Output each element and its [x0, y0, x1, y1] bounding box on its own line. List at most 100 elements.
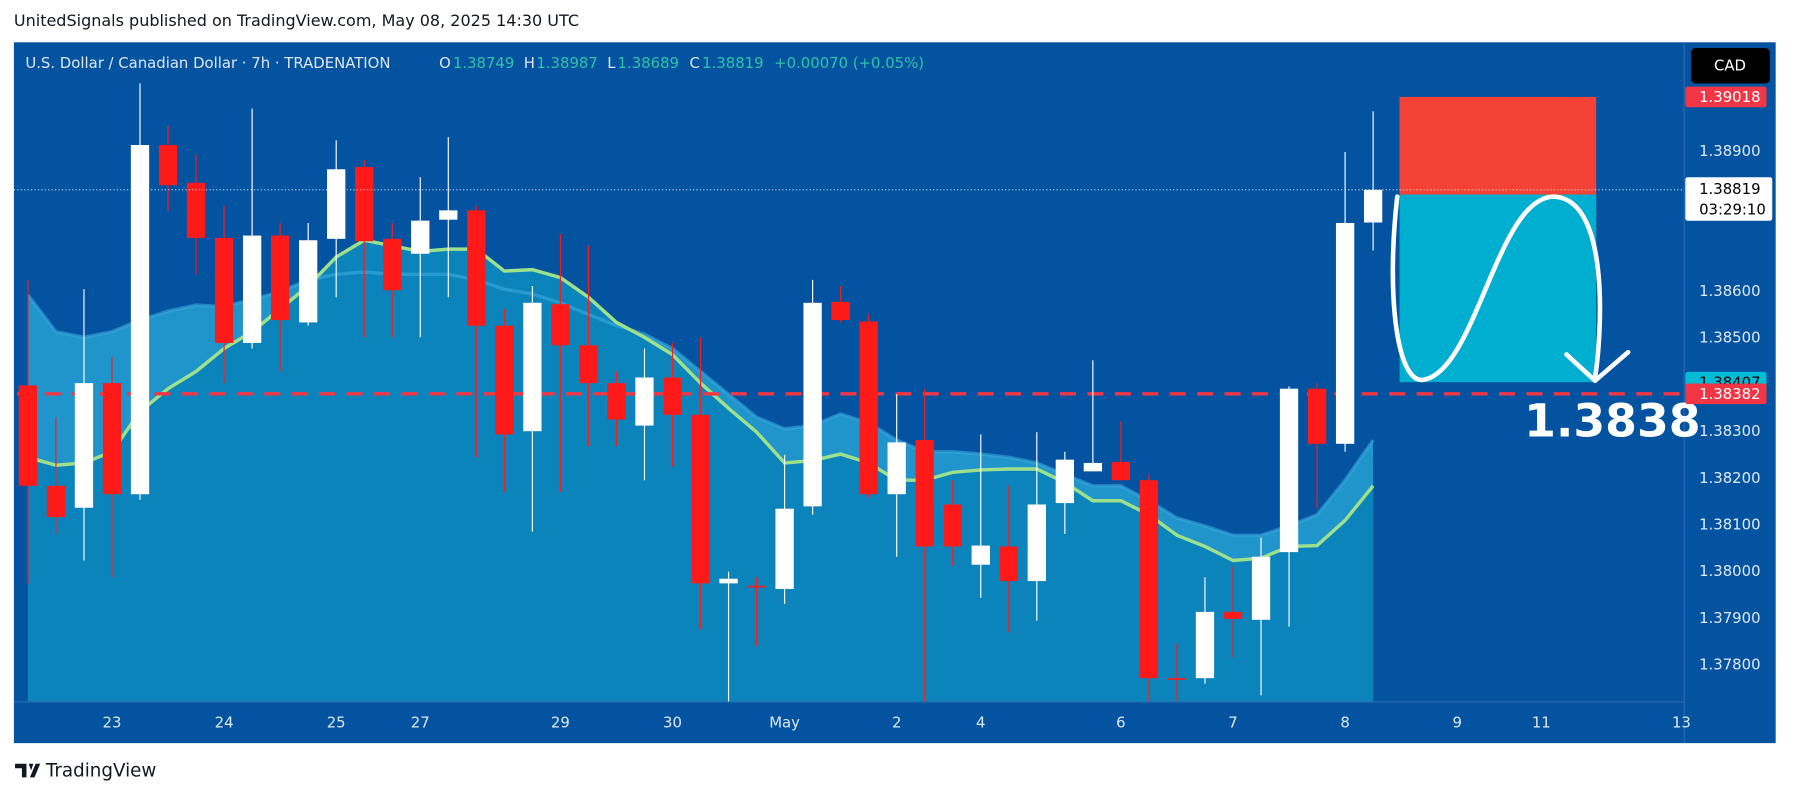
x-tick-label: 24 [215, 714, 234, 732]
candle-body [1167, 678, 1187, 680]
stop-zone [1399, 96, 1597, 195]
stop-price-label-box [1685, 86, 1767, 108]
candle-body [1363, 189, 1383, 223]
alert-price-label: 1.38382 [1699, 385, 1760, 403]
candle-body [579, 345, 598, 384]
plot-area [17, 83, 1685, 702]
candle-body [719, 578, 738, 584]
target-annotation: 1.3838 [1524, 395, 1700, 448]
drawn-arrow [1390, 194, 1603, 382]
publisher-line: UnitedSignals published on TradingView.c… [14, 11, 579, 30]
candle-body [355, 166, 374, 242]
y-tick-label: 1.38000 [1699, 562, 1760, 580]
candle-body [158, 145, 178, 186]
candle-body [887, 442, 906, 495]
legend-h: H [524, 54, 535, 72]
candle-body [1111, 462, 1131, 481]
candle-body [495, 325, 514, 435]
candle-body [383, 238, 402, 291]
candle-body [1195, 611, 1215, 679]
candle-body [270, 235, 290, 321]
x-tick-label: 25 [327, 714, 346, 732]
x-tick-label: 23 [103, 714, 122, 732]
candle-body [411, 220, 430, 254]
legend-h-value: 1.38987 [536, 54, 597, 72]
candle-body [1335, 222, 1355, 444]
candle-body [523, 302, 542, 432]
footer-logo: TradingView [15, 761, 156, 782]
y-tick-label: 1.38100 [1699, 515, 1760, 533]
x-tick-label: 7 [1228, 714, 1237, 732]
candle-body [1251, 556, 1271, 620]
legend-change: +0.00070 (+0.05%) [774, 54, 924, 72]
x-tick-label: 8 [1340, 714, 1349, 732]
x-tick-label: 13 [1672, 714, 1691, 732]
candle-body [18, 385, 38, 486]
x-tick-label: 9 [1452, 714, 1461, 732]
candle-body [943, 504, 962, 547]
target-zone [1399, 194, 1597, 383]
candle-body [971, 545, 990, 565]
y-tick-label: 1.38900 [1699, 142, 1760, 160]
candle-body [803, 302, 822, 507]
candle-body [551, 304, 570, 346]
candle-body [186, 182, 206, 238]
legend-l-value: 1.38689 [618, 54, 679, 72]
last-price-label: 1.38819 [1699, 180, 1760, 198]
candle-body [775, 508, 794, 589]
x-tick-label: 2 [892, 714, 901, 732]
candle-body [102, 383, 122, 495]
candle-body [691, 414, 710, 584]
x-tick-label: 4 [976, 714, 985, 732]
candle-body [1139, 480, 1159, 679]
candle-body [1223, 611, 1243, 619]
footer-brand: TradingView [45, 761, 157, 782]
currency-button[interactable] [1691, 48, 1770, 84]
currency-label[interactable]: CAD [1714, 56, 1746, 74]
candle-body [130, 145, 150, 495]
candle-body [915, 440, 934, 547]
legend-o: O [439, 54, 451, 72]
candle-body [1055, 459, 1074, 504]
countdown-label: 03:29:10 [1699, 200, 1766, 218]
arrow-head [1564, 349, 1631, 383]
candle-body [467, 210, 486, 326]
x-tick-label: 6 [1116, 714, 1125, 732]
y-tick-label: 1.38300 [1699, 422, 1760, 440]
candle-body [747, 585, 766, 588]
alert-price-label-box [1685, 383, 1767, 405]
candle-body [607, 383, 626, 420]
legend-c: C [690, 54, 700, 72]
y-tick-label: 1.37900 [1699, 609, 1760, 627]
legend-c-value: 1.38819 [702, 54, 763, 72]
candle-body [1027, 504, 1046, 582]
candle-body [299, 240, 318, 323]
candle-body [327, 169, 346, 239]
y-tick-label: 1.37800 [1699, 656, 1760, 674]
candle-body [635, 377, 654, 426]
legend-o-value: 1.38749 [453, 54, 514, 72]
candle-body [663, 377, 682, 415]
symbol-title: U.S. Dollar / Canadian Dollar · 7h · TRA… [25, 54, 390, 72]
candle-body [859, 321, 878, 495]
candle-body [242, 235, 262, 343]
x-tick-label: 29 [551, 714, 570, 732]
candle-body [1279, 388, 1299, 553]
y-tick-label: 1.38200 [1699, 469, 1760, 487]
candle-body [999, 546, 1018, 582]
stop-price-label: 1.39018 [1699, 88, 1760, 106]
x-tick-label: 11 [1532, 714, 1551, 732]
x-tick-label: 27 [411, 714, 430, 732]
candle-body [1307, 388, 1327, 444]
candle-body [214, 237, 234, 343]
candle-body [1083, 462, 1103, 472]
y-tick-label: 1.38600 [1699, 282, 1760, 300]
candle-body [74, 383, 94, 508]
candle-body [46, 485, 66, 518]
x-tick-label: May [769, 714, 800, 732]
y-tick-label: 1.38500 [1699, 329, 1760, 347]
last-price-box [1685, 177, 1773, 221]
candle-body [439, 210, 458, 220]
legend-l: L [607, 54, 616, 72]
